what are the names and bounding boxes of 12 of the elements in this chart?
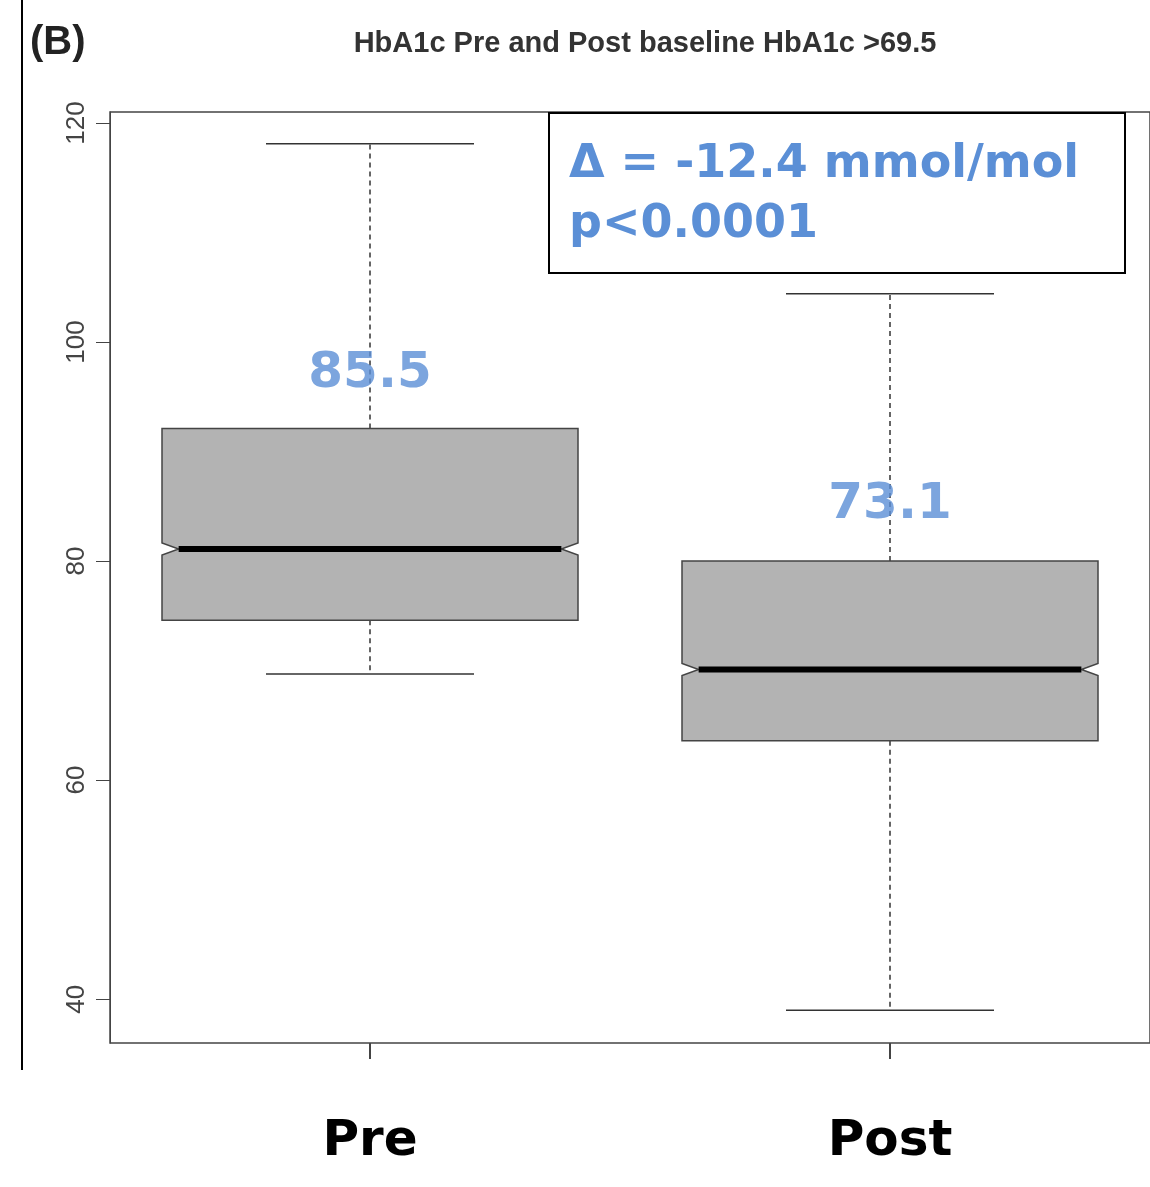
y-tick-label: 120 (60, 101, 90, 145)
y-tick-label: 100 (60, 320, 90, 364)
x-tick-label: Post (827, 1109, 953, 1167)
annotation: Δ = -12.4 mmol/mol p<0.0001 (569, 134, 1080, 248)
annotation: 85.5 (308, 341, 432, 400)
annotation: 73.1 (828, 471, 952, 530)
chart-title: HbA1c Pre and Post baseline HbA1c >69.5 (353, 25, 937, 58)
y-tick-label: 60 (60, 765, 90, 795)
y-tick-label: 80 (60, 546, 90, 576)
x-tick-label: Pre (322, 1109, 418, 1167)
text: (B) (30, 18, 86, 62)
y-tick-label: 40 (60, 984, 90, 1014)
